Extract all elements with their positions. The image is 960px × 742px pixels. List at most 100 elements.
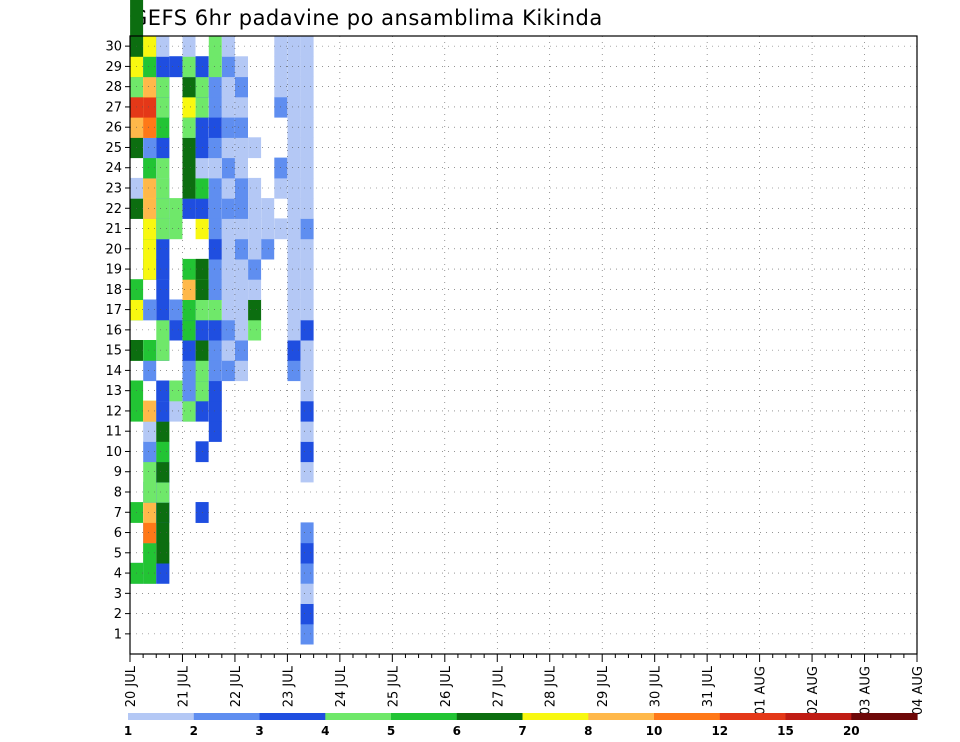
colorbar-segment — [325, 713, 392, 720]
y-tick-label: 25 — [105, 141, 122, 156]
heatmap-cell — [208, 117, 222, 138]
y-tick-label: 28 — [105, 80, 122, 95]
heatmap-cell — [287, 319, 301, 341]
heatmap-cell — [143, 562, 157, 584]
heatmap-cell — [156, 56, 170, 78]
y-tick-label: 22 — [105, 202, 122, 217]
heatmap-cell — [143, 198, 157, 219]
heatmap-cell — [156, 258, 170, 280]
chart-title: GEFS 6hr padavine po ansamblima Kikinda — [131, 6, 603, 30]
heatmap-cell — [287, 218, 301, 240]
heatmap-cell — [143, 137, 157, 159]
heatmap-cell — [221, 279, 235, 300]
heatmap-cell — [300, 137, 314, 159]
colorbar-label: 6 — [453, 724, 461, 738]
heatmap-cell — [182, 380, 196, 402]
heatmap-cell — [143, 238, 157, 260]
heatmap-cell — [130, 15, 144, 37]
heatmap-cell — [208, 299, 222, 321]
heatmap-cell — [143, 360, 157, 382]
heatmap-cell — [208, 96, 222, 118]
y-tick-label: 12 — [105, 404, 122, 419]
y-tick-label: 5 — [114, 546, 122, 561]
colorbar-label: 2 — [190, 724, 198, 738]
heatmap-cell — [182, 319, 196, 341]
heatmap-cell — [182, 76, 196, 98]
heatmap-cell — [143, 400, 157, 422]
heatmap-cell — [287, 157, 301, 179]
heatmap-cell — [221, 177, 235, 199]
colorbar-label: 20 — [843, 724, 860, 738]
heatmap-cell — [208, 56, 222, 78]
heatmap-cell — [208, 319, 222, 341]
heatmap-cell — [169, 380, 183, 402]
heatmap-cell — [235, 76, 248, 98]
heatmap-cell — [156, 117, 170, 138]
heatmap-cell — [248, 258, 262, 280]
colorbar-label: 3 — [255, 724, 263, 738]
heatmap-cell — [300, 157, 314, 179]
heatmap-cell — [287, 177, 301, 199]
heatmap-cell — [169, 218, 183, 240]
heatmap-cell — [182, 56, 196, 78]
heatmap-cell — [156, 522, 170, 544]
heatmap-cell — [235, 157, 248, 179]
colorbar-label: 10 — [646, 724, 663, 738]
colorbar-segment — [128, 713, 195, 720]
colorbar-segment — [588, 713, 655, 720]
y-tick-label: 13 — [105, 384, 122, 399]
colorbar-segment — [851, 713, 918, 720]
heatmap-cell — [300, 258, 314, 280]
heatmap-cell — [182, 340, 196, 361]
heatmap-cell — [287, 56, 301, 78]
heatmap-cell — [208, 238, 222, 260]
heatmap-cell — [300, 340, 314, 361]
y-tick-label: 8 — [114, 486, 122, 501]
heatmap-cell — [300, 117, 314, 138]
heatmap-cell — [156, 421, 170, 442]
x-tick-label: 28 JUL — [544, 665, 559, 707]
x-tick-label: 21 JUL — [177, 665, 192, 707]
heatmap-cell — [182, 117, 196, 138]
heatmap-cell — [143, 157, 157, 179]
heatmap-cell — [300, 76, 314, 98]
x-tick-label: 26 JUL — [439, 665, 454, 707]
heatmap-cell — [143, 542, 157, 564]
heatmap-cell — [235, 198, 248, 219]
heatmap-cell — [300, 218, 314, 240]
heatmap-cell — [300, 400, 314, 422]
heatmap-cell — [182, 157, 196, 179]
heatmap-cell — [235, 218, 248, 240]
heatmap-cell — [143, 481, 157, 503]
y-tick-label: 6 — [114, 526, 122, 541]
heatmap-cell — [221, 319, 235, 341]
y-tick-label: 9 — [114, 465, 122, 480]
heatmap-cell — [235, 360, 248, 382]
heatmap-cell — [156, 299, 170, 321]
heatmap-cell — [143, 421, 157, 442]
heatmap-cell — [208, 360, 222, 382]
heatmap-cell — [143, 177, 157, 199]
heatmap-cell — [300, 623, 314, 645]
heatmap-cell — [235, 238, 248, 260]
colorbar-segment — [785, 713, 852, 720]
heatmap-cell — [300, 319, 314, 341]
heatmap-cell — [143, 461, 157, 483]
heatmap-cell — [221, 117, 235, 138]
heatmap-cell — [156, 562, 170, 584]
heatmap-cell — [208, 157, 222, 179]
x-tick-label: 01 AUG — [754, 666, 769, 715]
heatmap-cell — [143, 522, 157, 544]
colorbar-segment — [719, 713, 787, 720]
heatmap-cell — [169, 319, 183, 341]
heatmap-cell — [182, 400, 196, 422]
heatmap-cell — [235, 137, 248, 159]
heatmap-cell — [221, 340, 235, 361]
heatmap-cell — [208, 76, 222, 98]
heatmap-cell — [300, 177, 314, 199]
heatmap-cell — [235, 279, 248, 300]
heatmap-cell — [143, 441, 157, 463]
y-tick-label: 4 — [114, 567, 122, 582]
heatmap-cell — [208, 340, 222, 361]
